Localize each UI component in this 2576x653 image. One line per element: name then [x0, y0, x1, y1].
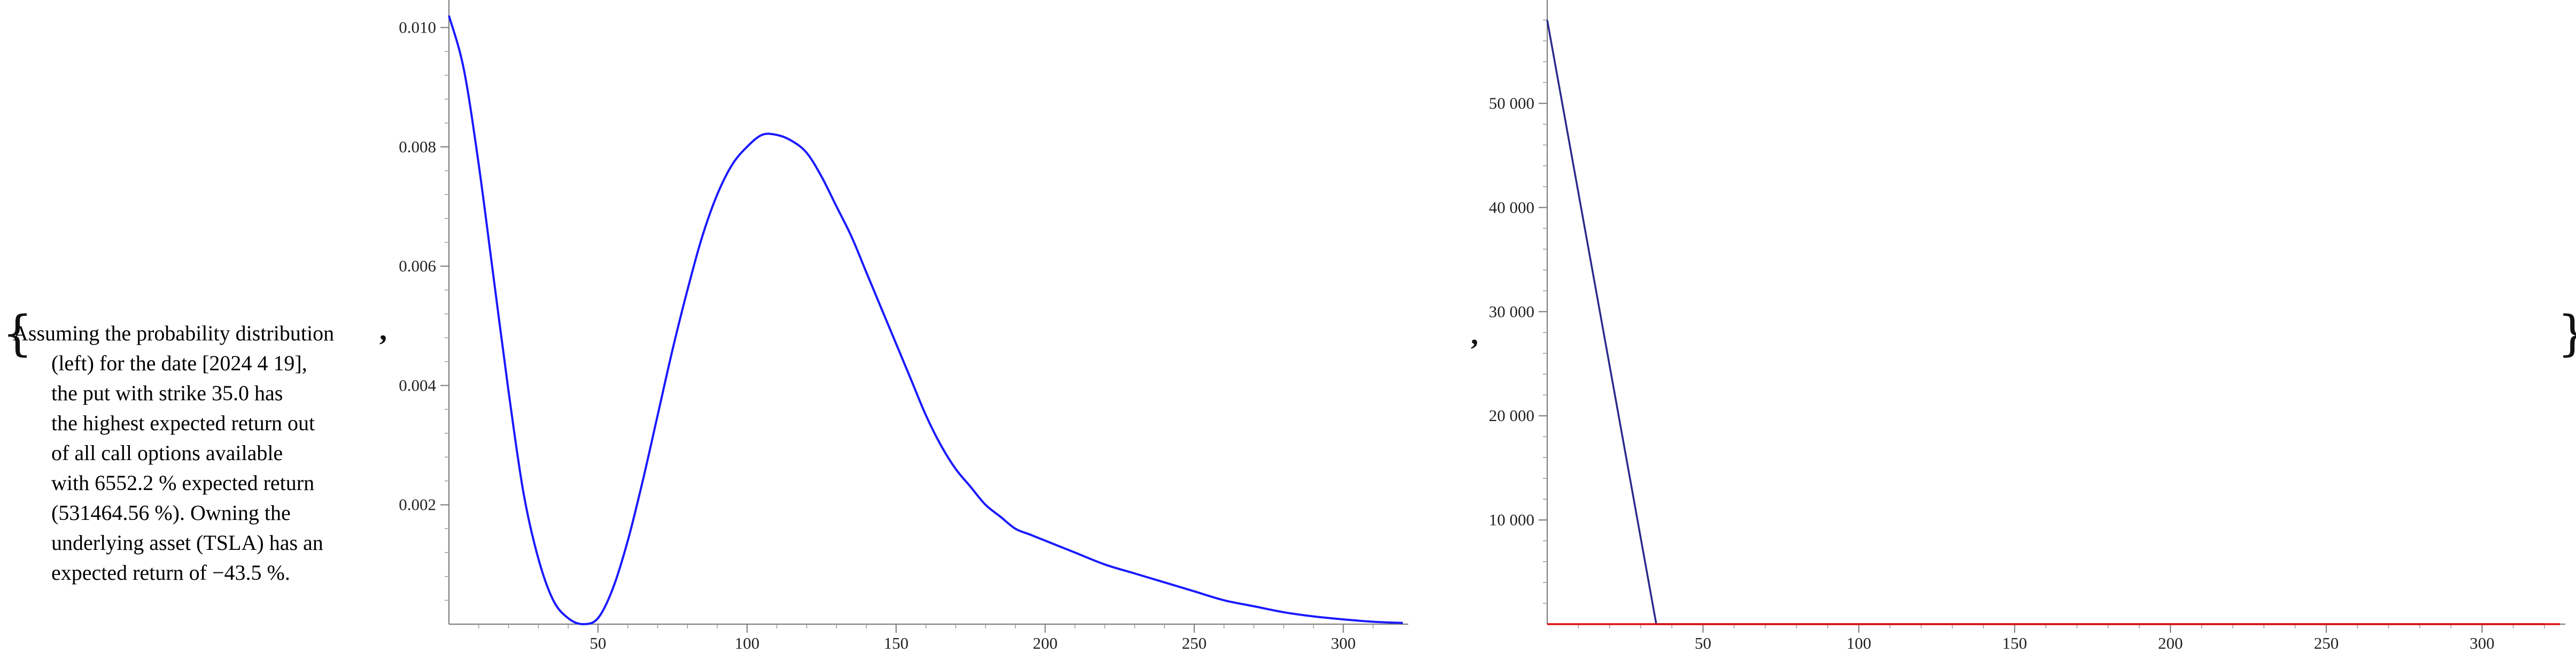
x-tick-label: 250	[1182, 634, 1207, 652]
density-data-point	[955, 469, 956, 470]
x-tick-label: 50	[1695, 634, 1711, 652]
density-data-point	[941, 445, 942, 446]
return-data-point	[1547, 20, 1548, 21]
x-tick-label: 300	[1331, 634, 1356, 652]
density-data-point	[1134, 573, 1135, 574]
density-data-point	[747, 146, 748, 147]
density-data-point	[642, 480, 643, 481]
density-data-point	[851, 236, 852, 237]
y-tick-label: 30 000	[1489, 302, 1534, 321]
description-line: the highest expected return out	[51, 411, 315, 435]
density-data-point	[612, 588, 614, 589]
density-data-point	[732, 164, 733, 165]
density-data-point	[523, 493, 524, 494]
y-tick-label: 40 000	[1489, 198, 1534, 216]
density-data-point	[985, 504, 986, 506]
density-data-point	[1104, 564, 1105, 565]
density-data-point	[463, 69, 464, 70]
density-data-point	[627, 540, 629, 541]
close-brace: }	[2557, 310, 2576, 358]
x-tick-label: 300	[2470, 634, 2495, 652]
density-data-point	[911, 379, 912, 380]
density-data-point	[687, 290, 688, 291]
description-line: expected return of −43.5 %.	[51, 561, 290, 585]
y-tick-label: 0.008	[399, 137, 436, 156]
x-tick-label: 150	[2002, 634, 2027, 652]
x-tick-label: 200	[1033, 634, 1058, 652]
density-data-point	[1075, 552, 1076, 553]
density-data-point	[866, 271, 867, 273]
density-data-point	[896, 343, 897, 344]
y-tick-label: 10 000	[1489, 510, 1534, 529]
probability-distribution-chart: 50 100 150 200 250 300 0.002 0.004 0.006 0.008 0.0…	[399, 0, 1408, 652]
description-line: Assuming the probability distribution	[13, 321, 335, 345]
return-series-line-0	[1546, 20, 2544, 625]
y-tick-label: 50 000	[1489, 94, 1534, 112]
density-data-point	[448, 15, 449, 16]
x-tick-label: 100	[1846, 634, 1872, 652]
description-line: (531464.56 %). Owning the	[51, 501, 291, 525]
density-data-point	[806, 152, 808, 153]
y-tick-label: 0.004	[399, 376, 436, 394]
density-data-point	[672, 349, 673, 351]
density-series-line-0	[448, 15, 1403, 625]
density-data-point	[1030, 534, 1031, 535]
density-data-point	[538, 558, 539, 559]
density-data-point	[553, 600, 554, 601]
open-brace: {	[2, 306, 33, 362]
density-data-point	[1045, 540, 1046, 541]
density-data-point	[836, 206, 837, 207]
density-data-point	[881, 307, 882, 308]
density-data-point	[1253, 606, 1254, 607]
density-data-point	[657, 415, 658, 416]
separator-comma: ,	[1471, 318, 1478, 351]
y-tick-label: 0.010	[399, 18, 436, 36]
density-data-point	[1060, 546, 1061, 547]
density-data-point	[1283, 612, 1284, 613]
density-data-point	[717, 194, 718, 195]
description-line: with 6552.2 % expected return	[51, 471, 315, 495]
x-tick-label: 100	[735, 634, 760, 652]
description-line: of all call options available	[51, 441, 283, 465]
x-tick-label: 50	[589, 634, 606, 652]
density-data-point	[926, 415, 927, 416]
return-data-point	[2559, 624, 2561, 625]
x-tick-label: 200	[2158, 634, 2183, 652]
density-data-point	[777, 135, 778, 136]
density-data-point	[493, 278, 494, 279]
density-data-point	[1194, 591, 1195, 592]
expected-return-chart: 50 100 150 200 250 300 10 000 20 000 30 000 40 00…	[1489, 0, 2565, 652]
description-line: the put with strike 35.0 has	[51, 381, 283, 405]
density-data-point	[1224, 600, 1225, 601]
separator-comma: ,	[379, 314, 387, 347]
density-data-point	[970, 486, 971, 487]
density-data-point	[1402, 623, 1403, 624]
return-data-point	[1547, 624, 1548, 625]
density-data-point	[583, 624, 584, 625]
density-data-point	[1313, 616, 1314, 617]
y-tick-label: 0.002	[399, 495, 436, 514]
density-data-point	[821, 176, 822, 177]
y-tick-label: 20 000	[1489, 406, 1534, 425]
density-data-point	[1372, 621, 1374, 623]
x-tick-label: 250	[2314, 634, 2339, 652]
density-data-point	[702, 236, 703, 237]
density-data-point	[478, 164, 479, 165]
density-data-point	[508, 391, 509, 392]
x-tick-label: 150	[883, 634, 909, 652]
density-data-point	[1164, 582, 1165, 583]
density-data-point	[762, 135, 763, 136]
density-data-point	[1015, 528, 1016, 530]
density-data-point	[1000, 516, 1001, 517]
density-data-point	[598, 618, 599, 619]
density-data-point	[568, 618, 569, 619]
density-data-point	[1343, 619, 1344, 620]
y-tick-label: 0.006	[399, 256, 436, 275]
density-data-point	[792, 141, 793, 142]
description-text: Assuming the probability distribution (l…	[13, 318, 387, 588]
description-line: underlying asset (TSLA) has an	[51, 531, 323, 555]
description-line: (left) for the date [2024 4 19],	[51, 351, 307, 375]
